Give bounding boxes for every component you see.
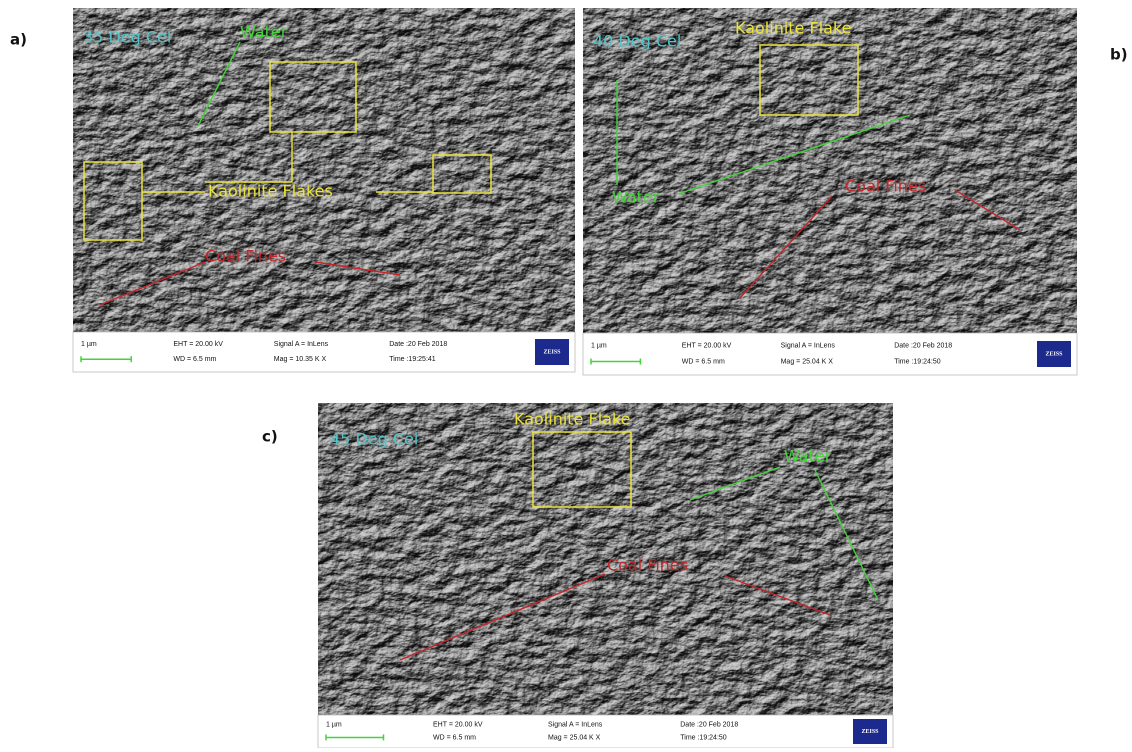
info-text: Date :20 Feb 2018 [894,342,952,349]
scale-label: 1 µm [326,722,342,729]
annotation: Water [612,188,660,207]
panel-label: c) [262,428,278,446]
info-text: Mag = 25.04 K X [548,734,601,741]
panel-label: a) [10,31,27,49]
scale-label: 1 µm [591,342,607,349]
info-text: Time :19:24:50 [680,734,727,741]
annotation: Coal Fines [607,556,688,575]
annotation: Coal Fines [205,247,286,266]
panel: 45 Deg Cel Kaolinite Flake Water Coal Fines… [318,403,893,748]
panel: 40 Deg Cel Kaolinite Flake Water Coal Fines… [583,8,1077,375]
info-text: Signal A = InLens [274,341,329,348]
condition-label: 35 Deg Cel [83,28,171,47]
info-text: Time :19:25:41 [389,356,436,363]
info-bar [318,715,893,748]
info-text: Signal A = InLens [548,722,603,729]
info-text: EHT = 20.00 kV [682,342,732,349]
info-text: Date :20 Feb 2018 [680,722,738,729]
info-text: EHT = 20.00 kV [433,722,483,729]
info-bar [73,332,575,372]
annotation: Kaolinite Flakes [208,182,333,201]
info-text: EHT = 20.00 kV [173,341,223,348]
panel-label: b) [1110,46,1128,64]
info-text: Mag = 10.35 K X [274,356,327,363]
info-text: WD = 6.5 mm [173,356,216,363]
condition-label: 45 Deg Cel [330,430,418,449]
zeiss-logo-text: ZEISS [543,349,561,355]
annotation: Water [784,447,832,466]
annotation: Kaolinite Flake [514,410,630,429]
zeiss-logo-text: ZEISS [861,729,879,735]
info-text: WD = 6.5 mm [682,358,725,365]
info-text: Date :20 Feb 2018 [389,341,447,348]
annotation: Coal Fines [845,177,926,196]
info-text: Mag = 25.04 K X [781,358,834,365]
sem-shade [73,8,575,332]
info-text: Signal A = InLens [781,342,836,349]
condition-label: 40 Deg Cel [593,32,681,51]
scale-label: 1 µm [81,341,97,348]
figure: 35 Deg Cel Water Kaolinite Flakes Coal Fine… [0,0,1132,748]
info-text: WD = 6.5 mm [433,734,476,741]
info-text: Time :19:24:50 [894,358,941,365]
zeiss-logo-text: ZEISS [1045,351,1063,357]
info-bar [583,333,1077,375]
annotation: Kaolinite Flake [735,19,851,38]
panel: 35 Deg Cel Water Kaolinite Flakes Coal Fine… [73,8,575,372]
sem-shade [583,8,1077,333]
annotation: Water [240,23,288,42]
